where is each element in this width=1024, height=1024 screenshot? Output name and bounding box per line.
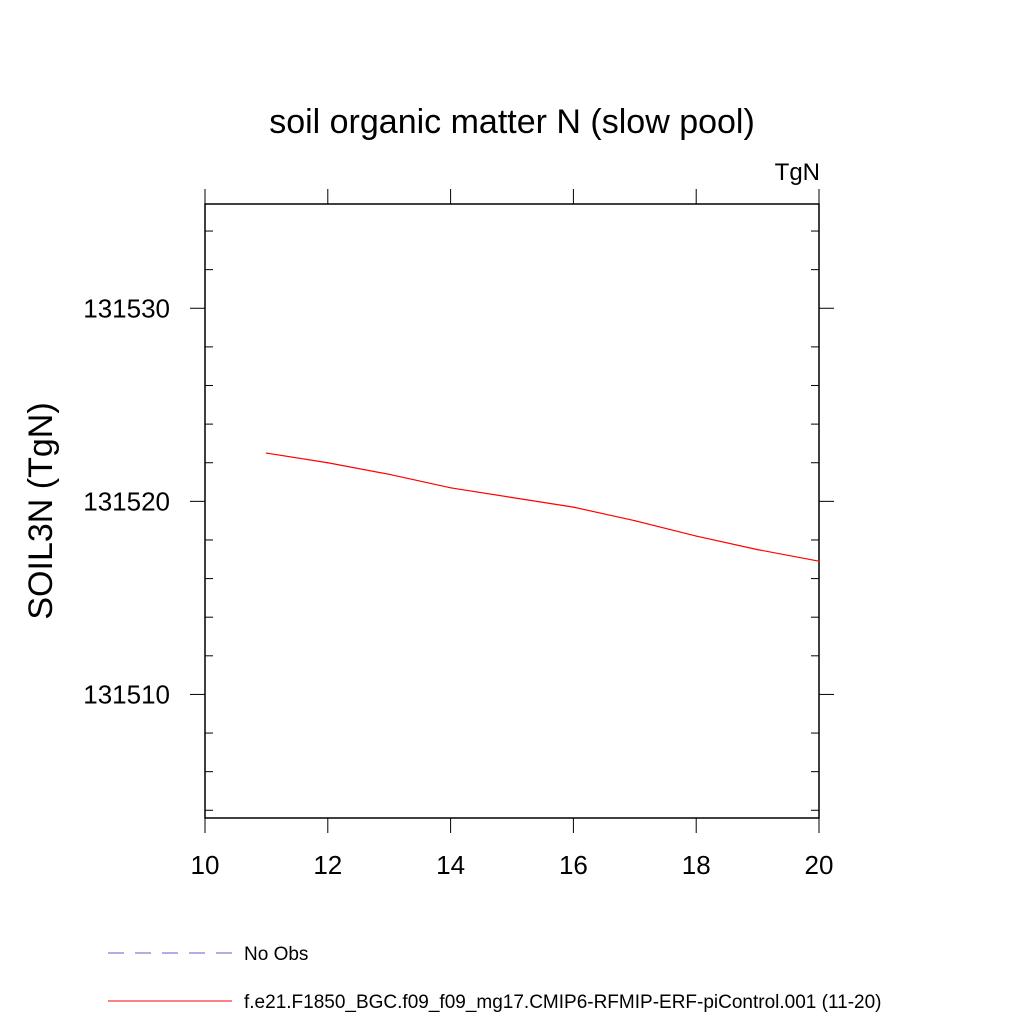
- series-point: [265, 452, 267, 454]
- series-point: [450, 487, 452, 489]
- series-point: [695, 535, 697, 537]
- y-axis-label: SOIL3N (TgN): [22, 402, 60, 619]
- x-tick-label: 14: [436, 850, 465, 880]
- axis-ticks: [190, 189, 834, 833]
- series-point: [511, 496, 513, 499]
- x-tick-label: 18: [682, 850, 711, 880]
- legend: No Obs f.e21.F1850_BGC.f09_f09_mg17.CMIP6…: [108, 944, 881, 1013]
- x-tick-label: 12: [313, 850, 342, 880]
- series-layer: [265, 452, 820, 562]
- y-tick-label: 131510: [83, 679, 170, 709]
- chart-title: soil organic matter N (slow pool): [269, 103, 755, 141]
- legend-label: No Obs: [244, 944, 308, 965]
- y-tick-label: 131520: [83, 486, 170, 516]
- y-tick-label: 131530: [83, 293, 170, 323]
- tick-labels: 10 12 14 16 18 20 131510 131520 131530: [83, 293, 833, 880]
- series-point: [634, 520, 636, 522]
- series-point: [757, 549, 759, 551]
- series-point: [572, 506, 575, 508]
- series-point: [818, 560, 820, 562]
- plot-frame: [204, 203, 820, 819]
- x-tick-label: 16: [559, 850, 588, 880]
- legend-label: f.e21.F1850_BGC.f09_f09_mg17.CMIP6-RFMIP…: [244, 992, 881, 1013]
- x-tick-label: 10: [191, 850, 220, 880]
- x-tick-label: 20: [805, 850, 834, 880]
- series-point: [388, 473, 390, 475]
- series-point: [327, 462, 329, 464]
- units-label: TgN: [775, 159, 820, 186]
- series-line: [266, 452, 820, 562]
